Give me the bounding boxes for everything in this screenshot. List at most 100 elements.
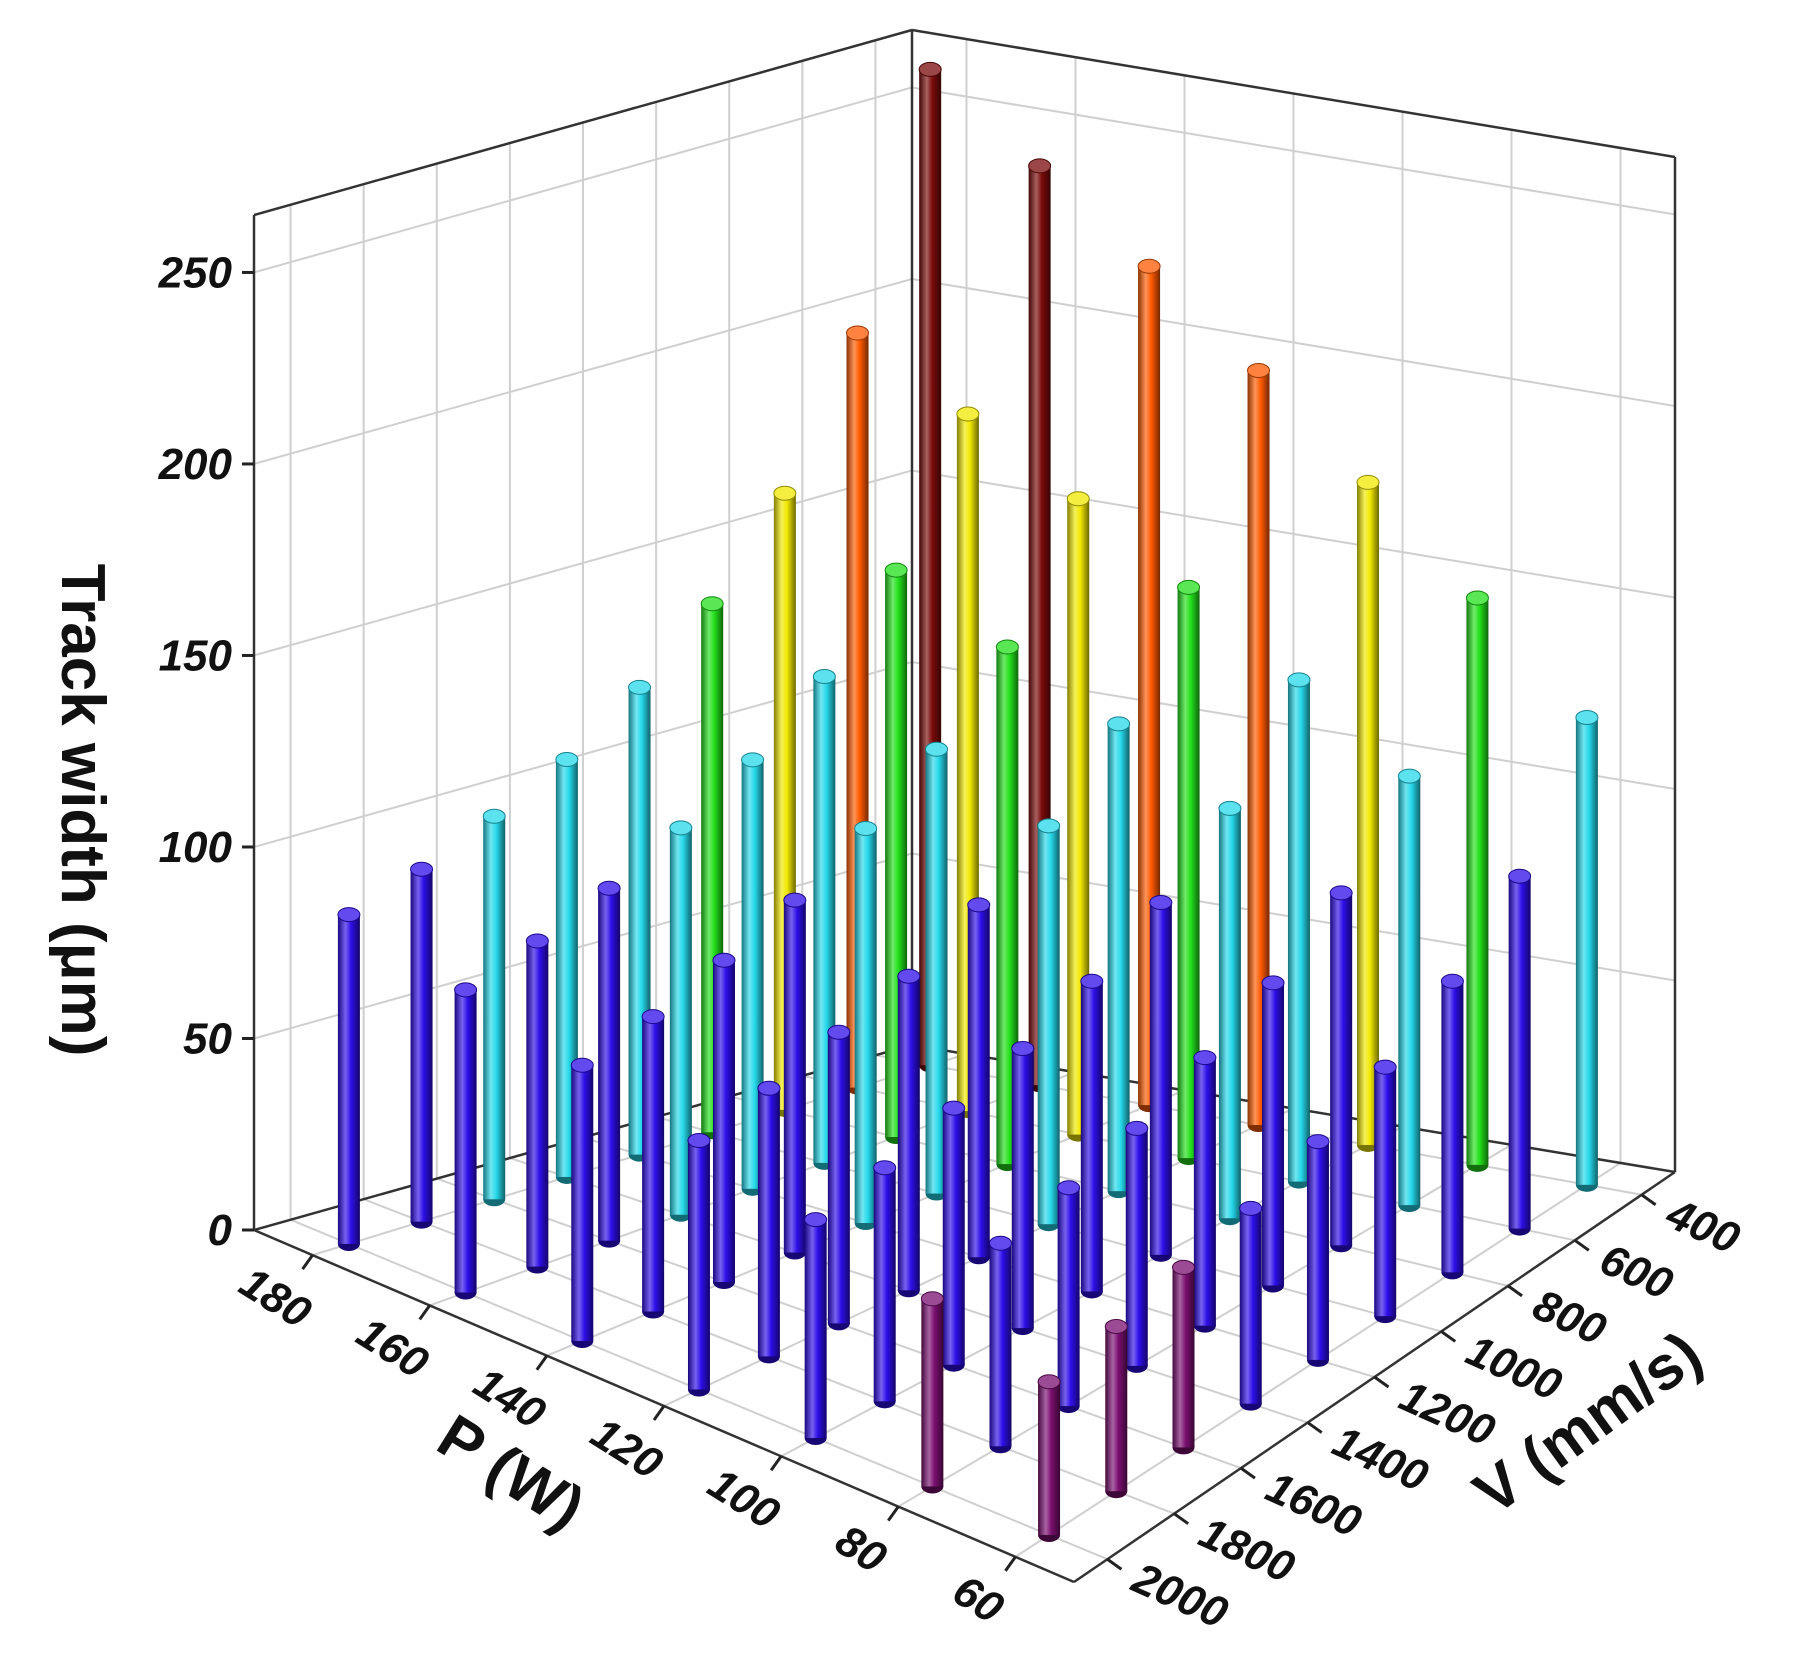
bar-cap [628,679,652,695]
bar [571,1065,594,1341]
bar [410,869,433,1222]
bar-cap [597,880,621,896]
z-axis-title: Track width (μm) [48,564,117,1057]
bar-cap [1066,491,1090,507]
bar-cap [967,897,991,913]
bar-cap [920,1291,944,1307]
bar-cap [1306,1134,1330,1150]
y-tick [1373,1375,1390,1389]
bar-cap [1218,800,1242,816]
bar-cap [1508,868,1532,884]
bar-cap [1037,818,1061,834]
bar [1037,825,1060,1225]
bar [483,816,506,1200]
bar [967,904,990,1258]
bar-cap [1575,710,1599,726]
y-tick [1640,1193,1657,1206]
bar-cap [854,821,878,837]
bar-cap [1193,1050,1217,1066]
bar-cap [956,406,980,422]
bar [1107,723,1130,1192]
bar-cap [669,820,693,836]
bar [873,1167,896,1402]
z-tick-label: 200 [158,440,233,489]
z-tick-label: 250 [158,248,233,297]
bar [827,1032,850,1324]
bar-cap [995,639,1019,655]
x-tick [769,1455,783,1472]
box-edge [911,28,1676,159]
bar-cap [1465,590,1489,606]
bar [1356,482,1379,1145]
bar-cap [827,1024,851,1040]
bar [996,646,1019,1165]
bar [1172,1267,1195,1448]
bar-cap [846,325,870,341]
bar [757,1088,780,1357]
bar-cap [1397,768,1421,784]
bar [598,888,621,1241]
bar-cap [1247,362,1271,378]
bar-cap [1356,474,1380,490]
bar [921,1298,944,1487]
bar [1149,902,1172,1255]
bar [712,960,735,1283]
x-tick [535,1354,549,1371]
bar-cap [1107,716,1131,732]
bar-cap [687,1133,711,1149]
bar-cap [712,952,736,968]
bar-cap [884,562,908,578]
bar [1011,1048,1034,1329]
x-tick [301,1254,314,1271]
bar-cap [1080,973,1104,989]
z-tick-label: 50 [183,1014,232,1063]
bar-cap [700,596,724,612]
box-edge [253,28,913,217]
bar-cap [1057,1180,1081,1196]
bar [1247,370,1270,1126]
bar [1138,266,1161,1106]
bar [1575,717,1598,1185]
x-tick [418,1304,431,1321]
z-tick-label: 100 [159,823,233,872]
bar [989,1243,1012,1447]
bar [1441,981,1464,1273]
bar-cap [1125,1120,1149,1136]
bar-cap [1037,1374,1061,1390]
bar-cap [525,933,549,949]
bar-cap [804,1212,828,1228]
bar [642,1016,665,1312]
bar [669,827,692,1215]
bar-cap [925,741,949,757]
bar [897,976,920,1291]
y-tick [1440,1330,1457,1343]
bar [1466,598,1489,1165]
bar-cap [482,808,506,824]
bar-cap [918,61,942,77]
bar [741,759,764,1189]
bar-cap [1177,579,1201,595]
bar-cap [1261,975,1285,991]
bar-cap [1104,1319,1128,1335]
y-tick [1573,1239,1590,1252]
bar [783,900,806,1253]
bar [942,1108,965,1365]
bar-cap [757,1080,781,1096]
bar-cap [741,752,765,768]
bar [337,914,360,1244]
bar-cap [1329,885,1353,901]
bar [1125,1128,1148,1366]
bar-cap [812,668,836,684]
bar-cap [1011,1040,1035,1056]
bar [1193,1057,1216,1326]
bar [1287,679,1310,1182]
x-tick [887,1505,900,1522]
bar-cap [873,1160,897,1176]
bar [1330,892,1353,1246]
bar [526,940,549,1267]
bar-cap [454,982,478,998]
bar [1105,1326,1128,1492]
y-tick [1106,1558,1123,1571]
